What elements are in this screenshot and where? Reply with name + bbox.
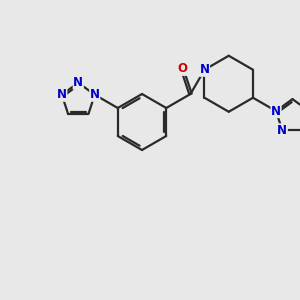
Text: N: N [57,88,67,101]
Text: N: N [271,105,281,118]
Text: N: N [90,88,100,101]
Text: N: N [200,63,209,76]
Text: O: O [177,62,187,75]
Text: N: N [73,76,83,89]
Text: N: N [277,124,287,137]
